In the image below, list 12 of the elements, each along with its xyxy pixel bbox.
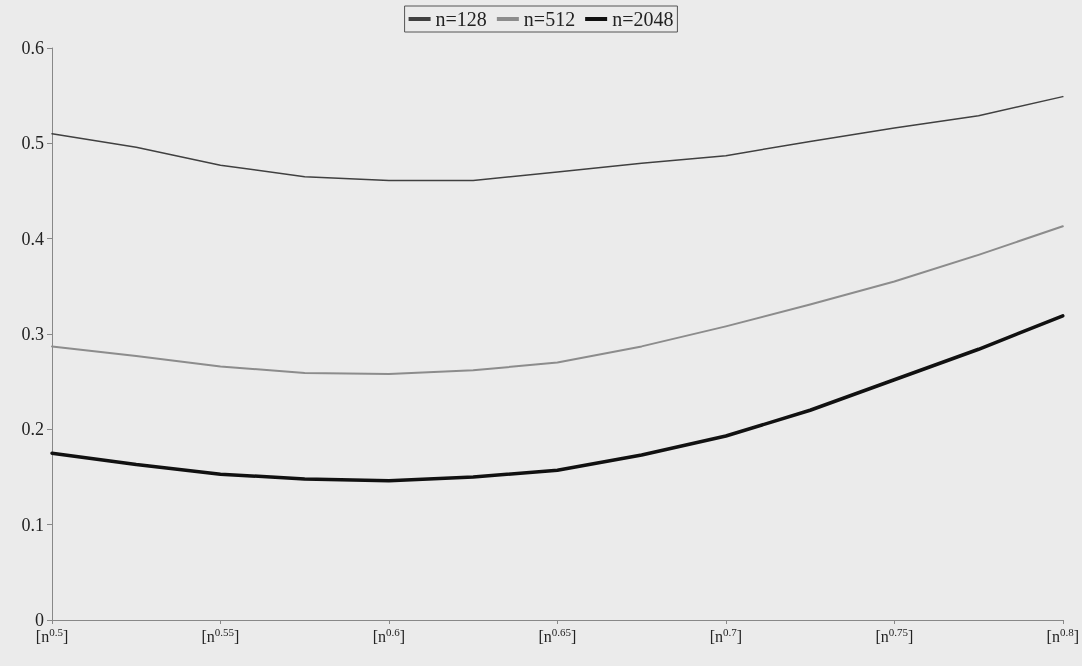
y-tick-label: 0.5 <box>21 133 44 154</box>
y-tick-label: 0.2 <box>21 419 44 440</box>
y-tick-label: 0 <box>35 610 44 630</box>
y-tick-label: 0.6 <box>21 38 44 58</box>
line-series <box>51 95 1064 182</box>
y-tick-label: 0.3 <box>21 324 44 344</box>
y-tick-label: 0.4 <box>21 228 44 249</box>
line-series <box>50 314 1065 483</box>
legend-label: n=512 <box>523 8 576 30</box>
legend-label: n=128 <box>435 8 487 30</box>
y-tick-label: 0.1 <box>21 514 44 535</box>
legend-label: n=2048 <box>612 8 674 30</box>
